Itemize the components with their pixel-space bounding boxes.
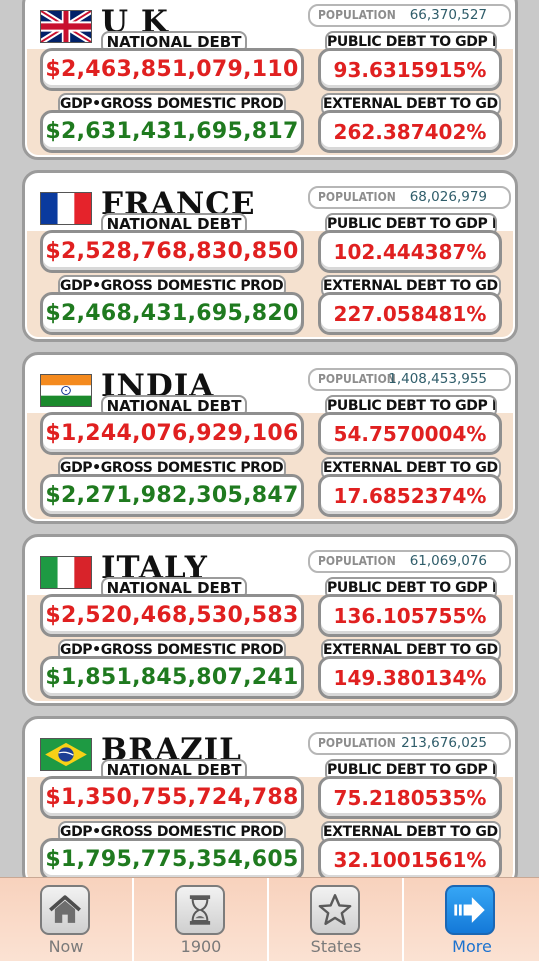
national-debt-value: $2,528,768,830,850 [40,230,304,273]
population-value: 68,026,979 [409,189,487,205]
population-value: 66,370,527 [409,7,487,23]
population-badge: POPULATION 61,069,076 [308,550,511,573]
star-icon [310,885,360,935]
italy-flag [40,556,92,589]
national-debt-value: $1,244,076,929,106 [40,412,304,455]
gdp-value: $2,468,431,695,820 [40,292,304,335]
tab-more[interactable]: More [405,878,539,961]
population-value: 61,069,076 [409,553,487,569]
tab-1900[interactable]: 1900 [135,878,269,961]
brazil-flag [40,738,92,771]
public-debt-ratio-value: 75.2180535% [318,776,502,819]
tab-states[interactable]: States [270,878,404,961]
tab-label: 1900 [180,937,222,956]
country-card: U K POPULATION 66,370,527 NATIONAL DEBT PUBL… [22,0,518,160]
population-label: POPULATION [318,554,396,568]
hourglass-icon [175,885,225,935]
external-debt-ratio-value: 262.387402% [318,110,502,153]
population-label: POPULATION [318,736,396,750]
tab-label: States [310,937,362,956]
population-value: 1,408,453,955 [388,371,487,387]
country-card: INDIA POPULATION 1,408,453,955 NATIONAL DEB… [22,352,518,524]
population-badge: POPULATION 1,408,453,955 [308,368,511,391]
tab-now[interactable]: Now [0,878,134,961]
population-label: POPULATION [318,372,396,386]
population-value: 213,676,025 [401,735,487,751]
gdp-value: $2,271,982,305,847 [40,474,304,517]
tab-label: Now [48,937,84,956]
public-debt-ratio-value: 54.7570004% [318,412,502,455]
population-label: POPULATION [318,8,396,22]
country-list[interactable]: U K POPULATION 66,370,527 NATIONAL DEBT PUBL… [0,0,539,877]
external-debt-ratio-value: 17.6852374% [318,474,502,517]
external-debt-ratio-value: 32.1001561% [318,838,502,877]
public-debt-ratio-value: 102.444387% [318,230,502,273]
india-flag [40,374,92,407]
gdp-value: $2,631,431,695,817 [40,110,304,153]
country-card: FRANCE POPULATION 68,026,979 NATIONAL DEBT P… [22,170,518,342]
tab-label: More [452,937,492,956]
country-cards: U K POPULATION 66,370,527 NATIONAL DEBT PUBL… [22,0,518,877]
country-card: ITALY POPULATION 61,069,076 NATIONAL DEBT PU… [22,534,518,706]
france-flag [40,192,92,225]
country-card: BRAZIL POPULATION 213,676,025 NATIONAL DEBT… [22,716,518,877]
tab-bar: Now 1900 States More [0,877,539,961]
population-badge: POPULATION 68,026,979 [308,186,511,209]
population-label: POPULATION [318,190,396,204]
gdp-value: $1,795,775,354,605 [40,838,304,877]
national-debt-value: $2,520,468,530,583 [40,594,304,637]
population-badge: POPULATION 213,676,025 [308,732,511,755]
external-debt-ratio-value: 149.380134% [318,656,502,699]
house-icon [40,885,90,935]
public-debt-ratio-value: 93.6315915% [318,48,502,91]
external-debt-ratio-value: 227.058481% [318,292,502,335]
uk-flag [40,10,92,43]
public-debt-ratio-value: 136.105755% [318,594,502,637]
population-badge: POPULATION 66,370,527 [308,4,511,27]
national-debt-value: $1,350,755,724,788 [40,776,304,819]
arrow-right-icon [445,885,495,935]
gdp-value: $1,851,845,807,241 [40,656,304,699]
national-debt-value: $2,463,851,079,110 [40,48,304,91]
